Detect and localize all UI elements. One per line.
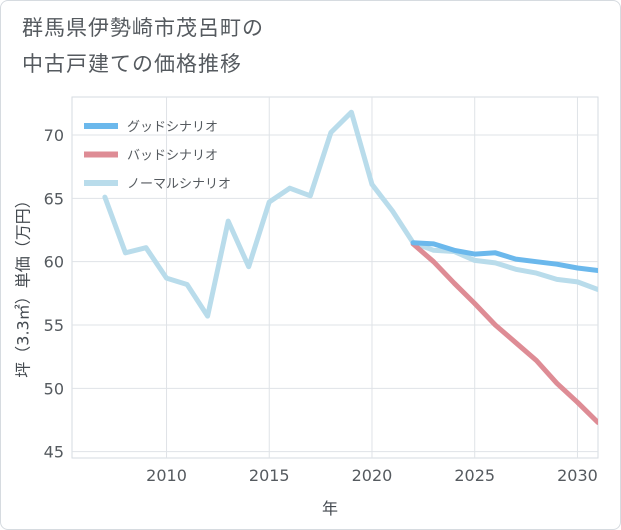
y-axis-ticks: 45 50 55 60 65 70 [44,126,64,462]
legend-label-1: バッドシナリオ [127,149,218,164]
y-tick-label: 65 [44,189,64,208]
y-tick-label: 45 [44,443,64,462]
legend-label-2: ノーマルシナリオ [127,177,231,192]
grid-lines [72,97,598,458]
series-line-1 [410,241,598,425]
chart-title-line-2: 中古戸建ての価格推移 [22,52,242,76]
x-axis-ticks: 2010 2015 2020 2025 2030 [146,466,598,485]
series-line-0 [410,240,598,273]
y-tick-label: 50 [44,379,64,398]
x-axis-label: 年 [321,499,338,518]
y-tick-label: 60 [44,253,64,272]
y-axis-label: 坪（3.3㎡）単価（万円） [14,192,34,378]
series-line-2 [102,109,598,319]
x-tick-label: 2025 [454,466,495,485]
plot-area [71,96,599,459]
x-tick-label: 2020 [352,466,393,485]
x-tick-label: 2015 [249,466,290,485]
chart-title-line-1: 群馬県伊勢崎市茂呂町の [22,16,264,40]
x-tick-label: 2030 [557,466,598,485]
series-lines [102,109,598,425]
y-axis-label-wrap: 坪（3.3㎡）単価（万円） [10,140,34,430]
chart-title: 群馬県伊勢崎市茂呂町の 中古戸建ての価格推移 [22,10,264,82]
y-tick-label: 70 [44,126,64,145]
y-tick-label: 55 [44,316,64,335]
legend-label-0: グッドシナリオ [127,120,218,135]
x-tick-label: 2010 [146,466,187,485]
